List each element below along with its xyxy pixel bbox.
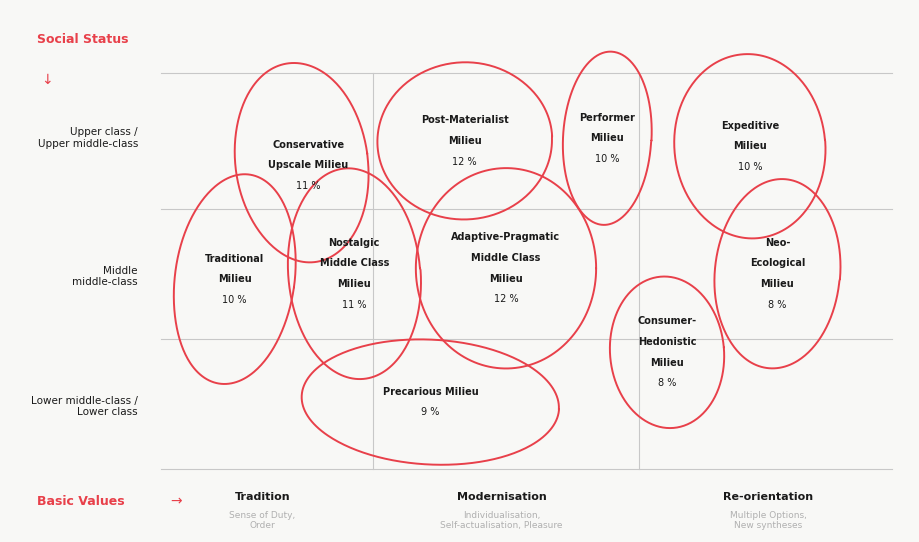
Text: 12 %: 12 %: [452, 157, 476, 166]
Text: Neo-: Neo-: [764, 238, 789, 248]
Text: Milieu: Milieu: [590, 133, 623, 143]
Text: Upper class /
Upper middle-class: Upper class / Upper middle-class: [38, 127, 138, 149]
Text: Milieu: Milieu: [489, 274, 522, 283]
Text: Re-orientation: Re-orientation: [722, 492, 812, 502]
Text: 12 %: 12 %: [494, 294, 517, 304]
Text: Post-Materialist: Post-Materialist: [420, 115, 508, 125]
Text: Milieu: Milieu: [650, 358, 683, 367]
Text: Milieu: Milieu: [448, 136, 481, 146]
Text: 10 %: 10 %: [595, 154, 618, 164]
Text: 10 %: 10 %: [222, 295, 246, 305]
Text: Middle Class: Middle Class: [319, 259, 389, 268]
Text: 8 %: 8 %: [767, 300, 786, 309]
Text: 9 %: 9 %: [421, 408, 439, 417]
Text: Consumer-: Consumer-: [637, 317, 696, 326]
Text: Middle
middle-class: Middle middle-class: [73, 266, 138, 287]
Text: 11 %: 11 %: [296, 181, 320, 191]
Text: Adaptive-Pragmatic: Adaptive-Pragmatic: [451, 233, 560, 242]
Text: Conservative: Conservative: [272, 140, 344, 150]
Text: Precarious Milieu: Precarious Milieu: [382, 387, 478, 397]
Text: Traditional: Traditional: [205, 254, 264, 263]
Text: Performer: Performer: [579, 113, 634, 122]
Text: Milieu: Milieu: [337, 279, 370, 289]
Text: 8 %: 8 %: [657, 378, 675, 388]
Text: Milieu: Milieu: [760, 279, 793, 289]
Text: Hedonistic: Hedonistic: [637, 337, 696, 347]
Text: Tradition: Tradition: [234, 492, 289, 502]
Text: Ecological: Ecological: [749, 259, 804, 268]
Text: 11 %: 11 %: [342, 300, 366, 309]
Text: Social Status: Social Status: [37, 33, 128, 46]
Text: Upscale Milieu: Upscale Milieu: [267, 160, 348, 170]
Text: Modernisation: Modernisation: [456, 492, 546, 502]
Text: Expeditive: Expeditive: [720, 121, 778, 131]
Text: Basic Values: Basic Values: [37, 495, 124, 508]
Text: ↓: ↓: [41, 73, 53, 87]
Text: Milieu: Milieu: [732, 141, 766, 151]
Text: 10 %: 10 %: [737, 162, 761, 172]
Text: Lower middle-class /
Lower class: Lower middle-class / Lower class: [31, 396, 138, 417]
Text: Multiple Options,
New syntheses: Multiple Options, New syntheses: [729, 511, 806, 530]
Text: →: →: [170, 494, 182, 508]
Text: Nostalgic: Nostalgic: [328, 238, 380, 248]
Text: Middle Class: Middle Class: [471, 253, 540, 263]
Text: Individualisation,
Self-actualisation, Pleasure: Individualisation, Self-actualisation, P…: [439, 511, 562, 530]
Text: Sense of Duty,
Order: Sense of Duty, Order: [229, 511, 295, 530]
Text: Milieu: Milieu: [218, 274, 251, 284]
